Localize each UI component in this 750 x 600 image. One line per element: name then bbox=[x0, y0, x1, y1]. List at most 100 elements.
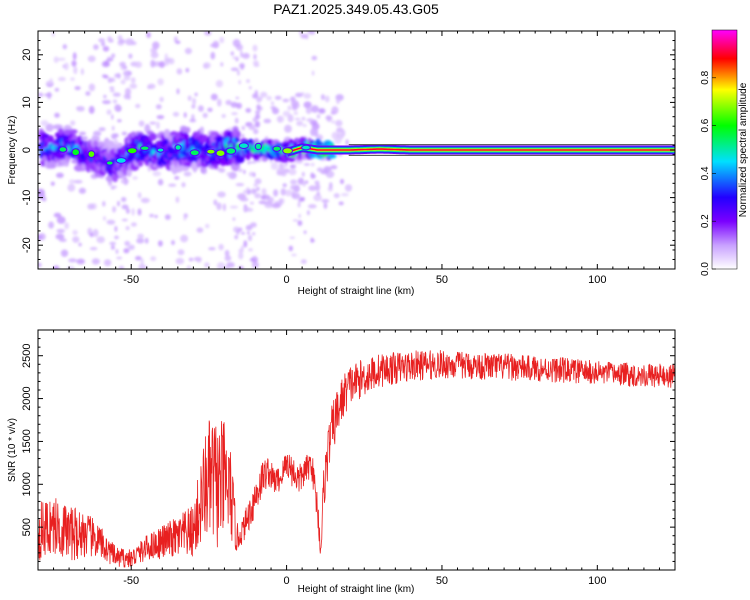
noise-blob bbox=[113, 236, 120, 239]
noise-blob bbox=[238, 168, 243, 173]
noise-blob bbox=[291, 104, 298, 111]
noise-blob bbox=[38, 262, 42, 268]
noise-blob bbox=[248, 248, 253, 252]
noise-blob bbox=[175, 257, 185, 265]
noise-blob bbox=[253, 128, 259, 135]
noise-blob bbox=[213, 199, 218, 206]
noise-blob bbox=[296, 104, 299, 107]
noise-blob bbox=[89, 232, 94, 238]
noise-blob bbox=[235, 96, 240, 100]
noise-blob bbox=[225, 99, 232, 106]
noise-blob bbox=[230, 51, 234, 56]
noise-blob bbox=[130, 222, 137, 227]
signal-blob bbox=[81, 136, 88, 141]
noise-blob bbox=[53, 56, 59, 63]
noise-blob bbox=[92, 229, 99, 237]
noise-blob bbox=[253, 183, 258, 187]
noise-blob bbox=[344, 184, 353, 192]
noise-blob bbox=[240, 51, 243, 58]
noise-blob bbox=[98, 127, 106, 132]
noise-blob bbox=[59, 238, 67, 242]
noise-blob bbox=[189, 118, 197, 123]
noise-blob bbox=[140, 197, 150, 204]
noise-blob bbox=[38, 234, 43, 241]
noise-blob bbox=[152, 171, 162, 177]
ridge-blob bbox=[106, 160, 114, 166]
noise-blob bbox=[72, 229, 78, 236]
colorbar: 0.0 0.2 0.4 0.6 0.8 Normalized spectral ampl… bbox=[700, 29, 749, 276]
noise-blob bbox=[302, 181, 306, 187]
noise-blob bbox=[336, 127, 344, 133]
signal-blob bbox=[234, 156, 245, 164]
noise-blob bbox=[226, 262, 235, 268]
noise-blob bbox=[215, 80, 223, 88]
noise-blob bbox=[250, 201, 254, 205]
noise-blob bbox=[274, 95, 282, 100]
noise-blob bbox=[49, 78, 53, 85]
noise-blob bbox=[230, 101, 238, 108]
noise-blob bbox=[121, 204, 129, 210]
signal-blob bbox=[68, 129, 78, 135]
noise-blob bbox=[258, 96, 263, 101]
noise-blob bbox=[56, 172, 64, 178]
ridge-blob bbox=[156, 147, 165, 153]
signal-blob bbox=[175, 131, 181, 141]
noise-blob bbox=[310, 128, 318, 135]
noise-blob bbox=[293, 184, 300, 193]
noise-blob bbox=[321, 199, 330, 203]
noise-blob bbox=[261, 188, 267, 196]
noise-blob bbox=[252, 93, 259, 99]
noise-blob bbox=[171, 240, 175, 246]
noise-blob bbox=[301, 171, 305, 177]
noise-blob bbox=[123, 66, 128, 69]
noise-blob bbox=[123, 71, 128, 75]
noise-blob bbox=[247, 160, 251, 165]
noise-blob bbox=[316, 191, 321, 196]
noise-blob bbox=[175, 40, 181, 44]
noise-blob bbox=[210, 93, 218, 101]
x-tick-label: 50 bbox=[436, 274, 448, 286]
noise-blob bbox=[325, 116, 333, 120]
noise-blob bbox=[336, 98, 340, 104]
noise-blob bbox=[72, 52, 77, 60]
noise-blob bbox=[54, 112, 60, 118]
noise-blob bbox=[241, 245, 244, 250]
noise-blob bbox=[316, 114, 321, 119]
noise-blob bbox=[101, 41, 106, 47]
noise-blob bbox=[117, 119, 122, 123]
noise-blob bbox=[253, 53, 257, 60]
noise-blob bbox=[294, 160, 299, 164]
noise-blob bbox=[128, 53, 133, 59]
colorbar-tick-label: 0.0 bbox=[700, 262, 711, 276]
noise-blob bbox=[106, 58, 113, 62]
noise-blob bbox=[204, 262, 210, 268]
noise-blob bbox=[56, 216, 66, 224]
noise-blob bbox=[183, 217, 187, 221]
noise-blob bbox=[137, 208, 142, 216]
ridge-blob bbox=[140, 145, 150, 151]
noise-blob bbox=[249, 161, 257, 164]
y-tick-label: 2500 bbox=[21, 343, 33, 367]
noise-blob bbox=[280, 188, 286, 196]
x-tick-label: 0 bbox=[284, 575, 290, 587]
noise-blob bbox=[115, 249, 119, 254]
noise-blob bbox=[254, 189, 257, 192]
ridge-blob bbox=[254, 142, 262, 151]
noise-blob bbox=[238, 227, 243, 232]
noise-blob bbox=[187, 95, 192, 101]
noise-blob bbox=[303, 163, 311, 166]
y-tick-label: 500 bbox=[21, 518, 33, 536]
noise-blob bbox=[235, 183, 245, 187]
noise-blob bbox=[316, 167, 324, 172]
noise-blob bbox=[255, 113, 261, 120]
noise-blob bbox=[252, 232, 256, 236]
y-tick-label: 10 bbox=[21, 96, 33, 108]
x-tick-label: 100 bbox=[588, 575, 606, 587]
noise-blob bbox=[212, 40, 220, 49]
y-tick-label: 1500 bbox=[21, 429, 33, 453]
y-tick-label: 1000 bbox=[21, 472, 33, 496]
y-tick-label: 0 bbox=[21, 147, 33, 153]
noise-blob bbox=[305, 107, 312, 114]
noise-blob bbox=[251, 261, 259, 269]
noise-blob bbox=[258, 200, 267, 205]
